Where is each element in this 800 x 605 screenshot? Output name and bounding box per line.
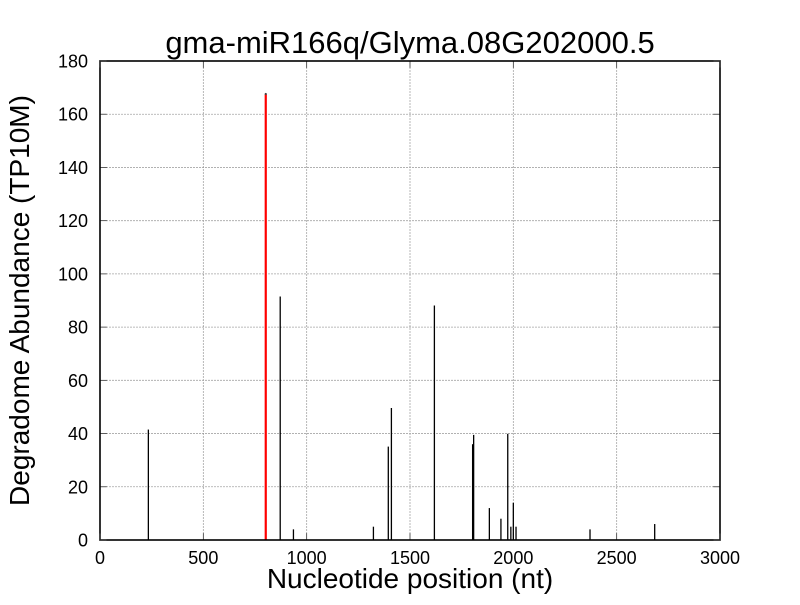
svg-text:120: 120 (58, 211, 88, 231)
svg-text:gma-miR166q/Glyma.08G202000.5: gma-miR166q/Glyma.08G202000.5 (165, 25, 654, 60)
svg-text:3000: 3000 (700, 548, 740, 568)
svg-text:40: 40 (68, 424, 88, 444)
svg-text:180: 180 (58, 52, 88, 72)
svg-text:0: 0 (78, 531, 88, 551)
svg-text:0: 0 (95, 548, 105, 568)
svg-text:20: 20 (68, 477, 88, 497)
svg-text:80: 80 (68, 318, 88, 338)
svg-text:500: 500 (188, 548, 218, 568)
svg-text:140: 140 (58, 158, 88, 178)
svg-text:Degradome Abundance (TP10M): Degradome Abundance (TP10M) (4, 95, 35, 506)
svg-text:100: 100 (58, 264, 88, 284)
svg-text:60: 60 (68, 371, 88, 391)
svg-text:160: 160 (58, 105, 88, 125)
svg-text:Nucleotide position (nt): Nucleotide position (nt) (267, 563, 553, 594)
svg-text:2500: 2500 (597, 548, 637, 568)
